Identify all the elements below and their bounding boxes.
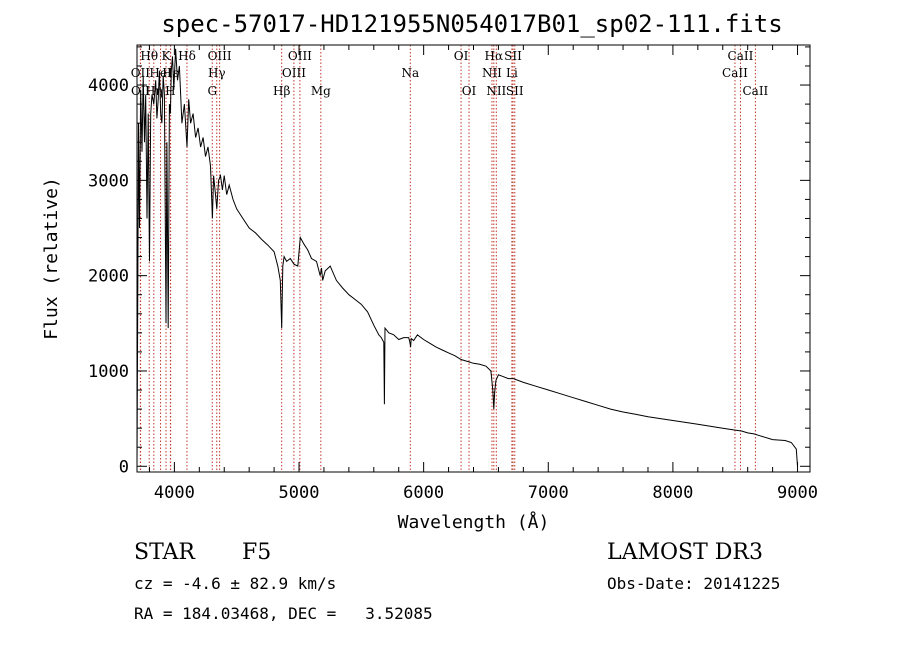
x-tick-label-5: 9000 — [777, 483, 818, 503]
obs-date-label: Obs-Date: 20141225 — [607, 574, 781, 593]
line-marker-label-11: G — [207, 84, 217, 98]
class-label: STAR — [134, 540, 195, 565]
line-marker-label-21: NII — [486, 84, 506, 98]
y-tick-label-2: 2000 — [88, 267, 129, 287]
line-marker-label-25: CaII — [728, 49, 754, 63]
line-marker-label-18: OI — [462, 84, 477, 98]
line-marker-label-12: Hβ — [273, 84, 290, 98]
line-marker-label-16: Na — [401, 66, 419, 80]
x-tick-label-3: 7000 — [528, 483, 569, 503]
line-marker-label-20: NII — [482, 66, 502, 80]
y-tick-label-0: 0 — [119, 457, 129, 477]
line-marker-label-27: CaII — [742, 84, 768, 98]
coordinates-label: RA = 184.03468, DEC = 3.52085 — [134, 604, 433, 623]
line-marker-label-26: CaII — [722, 66, 748, 80]
line-marker-label-15: Mg — [311, 84, 331, 98]
x-axis-label: Wavelength (Å) — [398, 511, 550, 533]
chart-title: spec-57017-HD121955N054017B01_sp02-111.f… — [161, 10, 782, 38]
y-axis-label: Flux (relative) — [41, 177, 62, 340]
survey-label: LAMOST DR3 — [607, 540, 763, 565]
line-marker-label-13: OIII — [288, 49, 312, 63]
line-marker-label-17: OI — [454, 49, 469, 63]
line-marker-label-0: Hθ — [140, 49, 158, 63]
x-tick-label-4: 8000 — [652, 483, 693, 503]
line-marker-label-22: SII — [504, 49, 522, 63]
line-marker-label-10: Hγ — [208, 66, 226, 80]
subclass-label: F5 — [242, 540, 272, 565]
x-tick-label-2: 6000 — [403, 483, 444, 503]
x-axis-ticks: 4000 5000 6000 7000 8000 9000 — [148, 45, 818, 503]
x-tick-label-1: 5000 — [279, 483, 320, 503]
line-marker-label-5: K — [162, 49, 172, 63]
line-marker-label-23: Li — [506, 66, 518, 80]
y-tick-label-4: 4000 — [88, 76, 129, 96]
spectrum-line — [136, 48, 798, 467]
x-tick-label-0: 4000 — [154, 483, 195, 503]
line-marker-label-14: OIII — [282, 66, 306, 80]
spectrum-chart: spec-57017-HD121955N054017B01_sp02-111.f… — [41, 10, 818, 533]
y-axis-ticks: 0 1000 2000 3000 4000 — [88, 46, 810, 477]
line-marker-label-8: Hδ — [178, 49, 196, 63]
line-marker-label-9: OIII — [208, 49, 232, 63]
redshift-label: cz = -4.6 ± 82.9 km/s — [134, 574, 337, 593]
line-marker-label-24: SII — [506, 84, 524, 98]
line-marker-label-19: Hα — [485, 49, 504, 63]
plot-frame — [136, 44, 811, 473]
line-marker-label-1: OII — [131, 66, 151, 80]
line-markers — [139, 45, 756, 472]
line-marker-label-4: HeI — [149, 66, 172, 80]
y-tick-label-1: 1000 — [88, 362, 129, 382]
y-tick-label-3: 3000 — [88, 171, 129, 191]
